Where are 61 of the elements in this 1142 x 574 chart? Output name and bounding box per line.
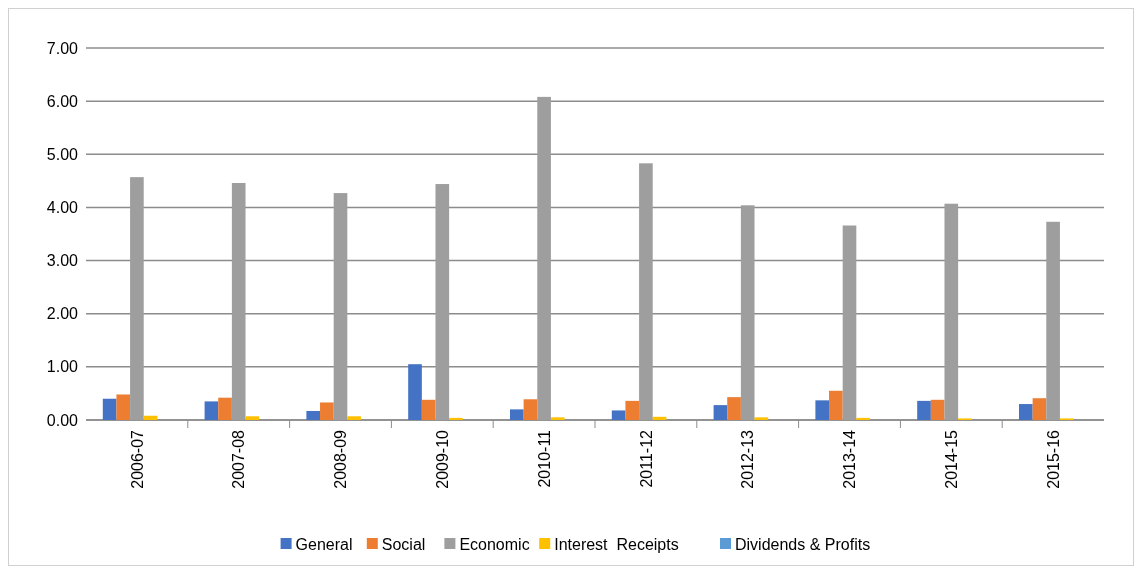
bar — [231, 182, 246, 420]
bar — [435, 184, 450, 420]
bar — [944, 203, 959, 420]
bar — [1019, 404, 1033, 420]
x-tick-label: 2007-08 — [230, 429, 248, 489]
bar — [523, 399, 538, 420]
bar — [652, 416, 667, 420]
y-tick-label: 2.00 — [46, 305, 79, 323]
bar — [421, 399, 436, 420]
x-tick-label: 2012-13 — [739, 429, 757, 489]
bar — [815, 400, 830, 420]
bar — [917, 400, 931, 420]
bar — [1046, 221, 1060, 420]
bar — [842, 225, 857, 420]
bar — [930, 399, 945, 420]
bar — [204, 401, 219, 420]
bar — [449, 417, 463, 420]
legend-label: General — [295, 535, 353, 553]
y-tick-label: 6.00 — [46, 92, 79, 110]
legend-label: Dividends & Profits — [735, 535, 871, 553]
bar — [727, 397, 741, 420]
x-tick-label: 2006-07 — [128, 429, 146, 489]
bar — [116, 394, 131, 420]
bar — [102, 398, 117, 420]
bar — [245, 416, 260, 420]
y-tick-label: 0.00 — [46, 411, 79, 429]
bar — [333, 193, 348, 420]
bar — [639, 163, 653, 420]
legend-label: Economic — [459, 535, 530, 553]
bar — [306, 410, 321, 420]
bar — [550, 417, 565, 420]
bar — [740, 205, 755, 420]
x-tick-label: 2015-16 — [1044, 429, 1062, 489]
bar — [611, 410, 626, 420]
y-tick-label: 3.00 — [46, 252, 79, 270]
legend-label: Social — [381, 535, 426, 553]
x-tick-label: 2011-12 — [637, 429, 655, 488]
bar — [713, 405, 728, 420]
y-tick-label: 4.00 — [46, 199, 79, 217]
y-tick-label: 5.00 — [46, 145, 79, 163]
bar — [130, 177, 144, 420]
x-tick-label: 2014-15 — [942, 429, 960, 489]
bar — [1032, 398, 1047, 420]
bar — [320, 402, 334, 420]
bar — [143, 415, 158, 420]
bar — [347, 416, 361, 420]
bar — [510, 409, 524, 420]
y-tick-label: 1.00 — [46, 358, 79, 376]
x-tick-label: 2013-14 — [841, 429, 859, 489]
x-tick-label: 2010-11 — [535, 429, 553, 488]
legend-label: Interest Receipts — [554, 535, 679, 553]
x-tick-label: 2009-10 — [433, 429, 451, 489]
bar — [537, 96, 551, 420]
bar — [218, 397, 232, 420]
x-tick-label: 2008-09 — [332, 429, 350, 489]
bar — [754, 417, 769, 420]
bar — [625, 400, 640, 420]
y-tick-label: 7.00 — [46, 39, 79, 57]
bar — [856, 417, 870, 420]
bar — [829, 390, 843, 420]
bar — [408, 364, 422, 420]
